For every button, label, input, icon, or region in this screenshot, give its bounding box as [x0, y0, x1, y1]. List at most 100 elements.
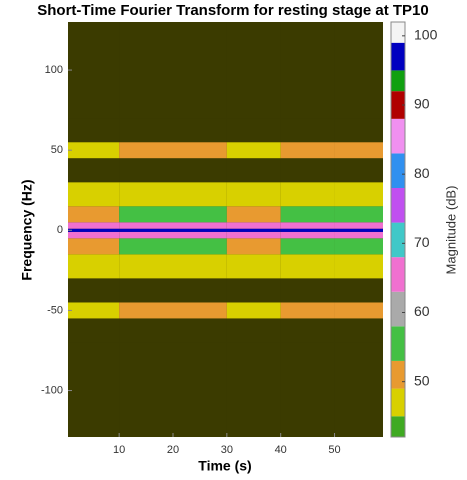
- heatmap-cell: [68, 228, 120, 232]
- heatmap-cell: [226, 142, 281, 159]
- heatmap-cell: [119, 206, 173, 223]
- heatmap-cell: [119, 278, 173, 303]
- x-tick-label: 10: [113, 444, 125, 456]
- heatmap-cell: [173, 318, 227, 343]
- y-tick-label: 0: [57, 224, 63, 236]
- colorbar-segment: [391, 70, 405, 92]
- heatmap-cell: [119, 342, 173, 437]
- heatmap-cell: [173, 222, 227, 229]
- colorbar-tick-label: 90: [414, 96, 430, 112]
- heatmap-cell: [68, 342, 120, 437]
- colorbar-segment: [391, 388, 405, 417]
- y-tick-label: -100: [41, 384, 63, 396]
- heatmap-cell: [68, 222, 120, 229]
- heatmap-cell: [173, 206, 227, 223]
- heatmap-cell: [68, 231, 120, 239]
- heatmap-cell: [173, 278, 227, 303]
- heatmap-cell: [173, 231, 227, 239]
- heatmap-cell: [280, 158, 335, 183]
- y-tick-label: -50: [47, 304, 63, 316]
- colorbar-tick-label: 100: [414, 27, 438, 43]
- heatmap-cell: [119, 254, 173, 279]
- heatmap-cell: [334, 118, 383, 143]
- colorbar-segment: [391, 326, 405, 361]
- heatmap-cell: [119, 118, 173, 143]
- heatmap-cell: [334, 342, 383, 437]
- heatmap-cell: [226, 278, 281, 303]
- heatmap-cell: [334, 231, 383, 239]
- heatmap-cell: [280, 118, 335, 143]
- x-tick-label: 40: [275, 444, 287, 456]
- y-tick-label: 100: [45, 64, 63, 76]
- heatmap-cell: [68, 118, 120, 143]
- heatmap-cell: [119, 222, 173, 229]
- heatmap-cell: [68, 238, 120, 255]
- heatmap-cell: [280, 318, 335, 343]
- heatmap-cell: [119, 182, 173, 207]
- heatmap-cell: [68, 318, 120, 343]
- heatmap-cell: [334, 158, 383, 183]
- heatmap-cell: [119, 158, 173, 183]
- heatmap-cell: [119, 142, 173, 159]
- heatmap-cell: [173, 342, 227, 437]
- heatmap-cell: [334, 278, 383, 303]
- heatmap-cell: [280, 182, 335, 207]
- heatmap-cell: [173, 182, 227, 207]
- heatmap-cell: [68, 302, 120, 319]
- heatmap-cell: [173, 158, 227, 183]
- heatmap-cell: [226, 206, 281, 223]
- heatmap-cell: [173, 302, 227, 319]
- heatmap-cell: [334, 318, 383, 343]
- colorbar-tick-label: 60: [414, 303, 430, 319]
- heatmap-cell: [226, 302, 281, 319]
- heatmap-cell: [334, 228, 383, 232]
- heatmap-cell: [334, 206, 383, 223]
- heatmap-cell: [280, 228, 335, 232]
- colorbar-segment: [391, 416, 405, 437]
- colorbar-segment: [391, 42, 405, 71]
- heatmap-cell: [226, 118, 281, 143]
- colorbar-frame: [390, 21, 406, 438]
- heatmap-cell: [173, 118, 227, 143]
- heatmap-cell: [280, 342, 335, 437]
- heatmap-cell: [334, 302, 383, 319]
- colorbar-segment: [391, 257, 405, 292]
- heatmap-cell: [119, 238, 173, 255]
- heatmap-cell: [68, 278, 120, 303]
- heatmap-cell: [68, 158, 120, 183]
- heatmap-cell: [280, 22, 335, 119]
- heatmap-cell: [334, 254, 383, 279]
- heatmap-cell: [173, 254, 227, 279]
- heatmap-cell: [280, 238, 335, 255]
- heatmap-cell: [173, 238, 227, 255]
- colorbar-tick-label: 50: [414, 372, 430, 388]
- x-tick-label: 20: [167, 444, 179, 456]
- heatmap-cell: [226, 231, 281, 239]
- colorbar-segment: [391, 188, 405, 223]
- y-tick-label: 50: [51, 144, 63, 156]
- heatmap-cell: [173, 228, 227, 232]
- colorbar-segment: [391, 360, 405, 389]
- colorbar-segment: [391, 22, 405, 43]
- heatmap-cell: [226, 318, 281, 343]
- colorbar-tick-label: 80: [414, 165, 430, 181]
- colorbar-segment: [391, 118, 405, 154]
- heatmap-cell: [226, 222, 281, 229]
- heatmap-cell: [119, 228, 173, 232]
- heatmap-cell: [334, 222, 383, 229]
- heatmap-cell: [280, 231, 335, 239]
- heatmap-cell: [334, 238, 383, 255]
- colorbar-segment: [391, 222, 405, 258]
- heatmap-cell: [280, 206, 335, 223]
- x-tick-label: 50: [328, 444, 340, 456]
- heatmap-cell: [226, 238, 281, 255]
- heatmap-cell: [226, 342, 281, 437]
- heatmap-cell: [226, 158, 281, 183]
- colorbar-segment: [391, 91, 405, 119]
- colorbar-tick-label: 70: [414, 234, 430, 250]
- heatmap-cell: [119, 231, 173, 239]
- heatmap-cell: [68, 142, 120, 159]
- heatmap-cell: [334, 142, 383, 159]
- heatmap-cell: [173, 22, 227, 119]
